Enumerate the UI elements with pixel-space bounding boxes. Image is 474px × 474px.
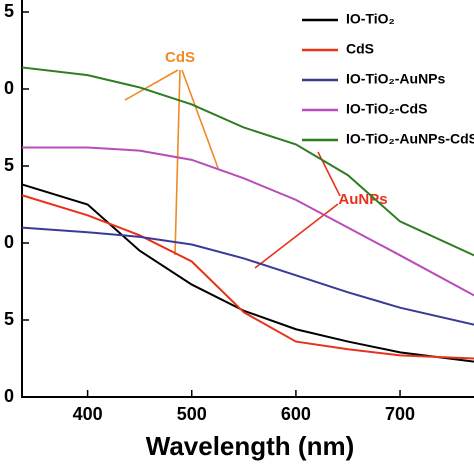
y-tick-label: 0 [4, 386, 14, 406]
legend-label: IO-TiO₂-AuNPs [346, 71, 446, 87]
x-tick-label: 500 [177, 404, 207, 424]
series-line [21, 194, 474, 360]
x-tick-label: 400 [73, 404, 103, 424]
legend-label: IO-TiO₂ [346, 11, 395, 27]
x-tick-label: 700 [385, 404, 415, 424]
x-axis-label: Wavelength (nm) [146, 431, 354, 461]
series-line [21, 226, 474, 326]
y-tick-label: 5 [4, 155, 14, 175]
legend-label: CdS [346, 41, 374, 57]
y-tick-label: 0 [4, 78, 14, 98]
y-tick-label: 5 [4, 309, 14, 329]
plot-frame [21, 0, 474, 398]
legend-label: IO-TiO₂-CdS [346, 101, 427, 117]
x-tick-label: 600 [281, 404, 311, 424]
y-tick-label: 0 [4, 232, 14, 252]
annotation: AuNPs [338, 191, 387, 208]
legend-label: IO-TiO₂-AuNPs-CdS [346, 131, 474, 147]
aunps-arrows [254, 151, 341, 269]
annotation: CdS [165, 49, 195, 66]
y-tick-label: 5 [4, 1, 14, 21]
series-line [21, 183, 474, 363]
series-line [22, 146, 474, 297]
series-line [21, 66, 474, 257]
